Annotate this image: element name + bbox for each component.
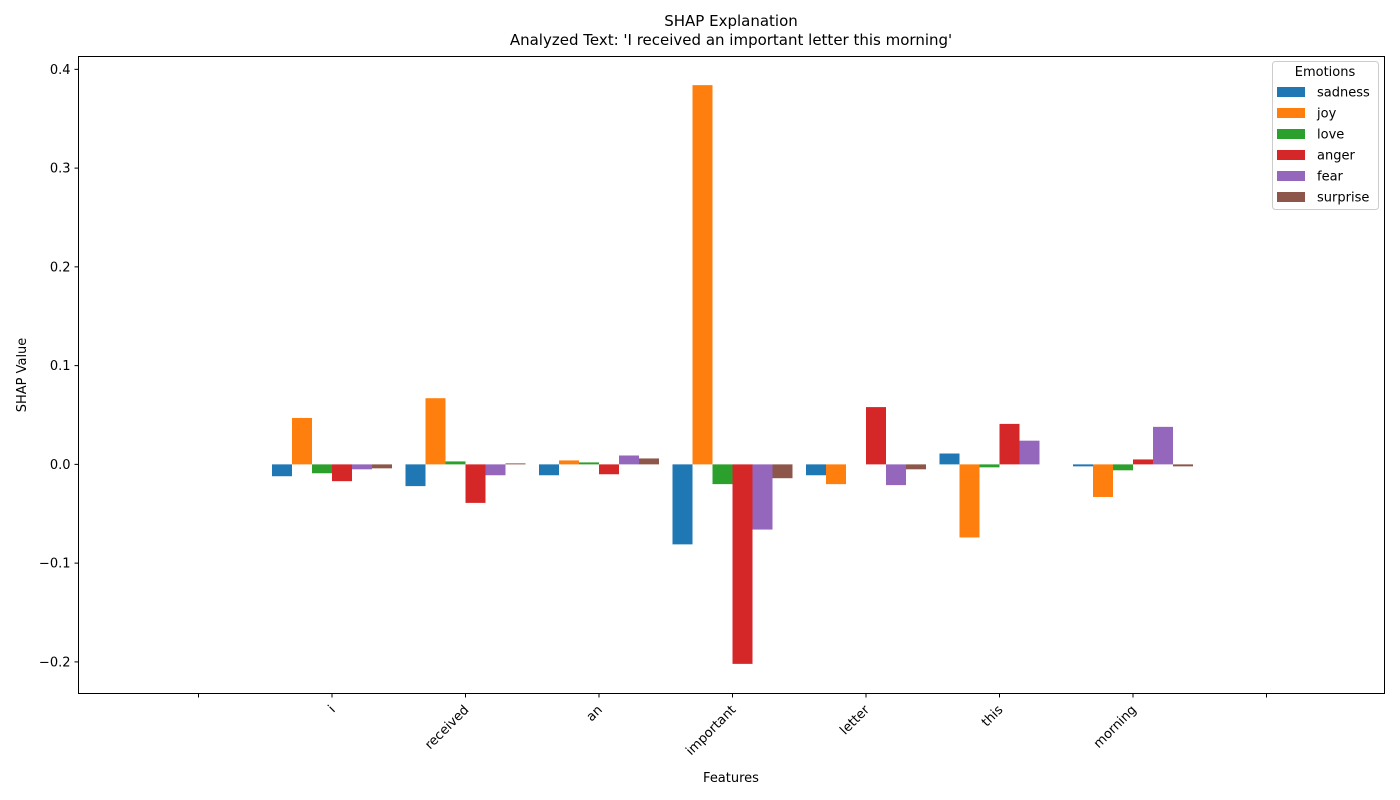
x-tick-label: this xyxy=(979,703,1007,731)
bar-surprise-letter xyxy=(906,464,926,470)
bar-anger-received xyxy=(465,464,486,503)
bar-sadness-i xyxy=(272,464,292,477)
bar-joy-received xyxy=(425,398,446,465)
legend-label-joy: joy xyxy=(1316,107,1337,122)
y-tick-label: −0.2 xyxy=(39,655,71,670)
y-tick-label: 0.1 xyxy=(50,359,71,374)
bar-fear-letter xyxy=(886,464,906,486)
bar-surprise-important xyxy=(772,464,793,479)
bar-sadness-morning xyxy=(1073,464,1093,467)
bar-anger-important xyxy=(732,464,753,664)
x-tick-label: important xyxy=(683,703,739,759)
legend-title: Emotions xyxy=(1295,65,1356,80)
bar-joy-morning xyxy=(1093,464,1113,497)
legend-items: sadness joy love anger fear surprise xyxy=(1277,86,1370,206)
bar-anger-an xyxy=(599,464,619,475)
bars-layer xyxy=(272,85,1193,664)
bar-fear-i xyxy=(352,464,372,470)
bar-joy-important xyxy=(692,85,713,465)
bar-sadness-important xyxy=(672,464,693,545)
bar-surprise-morning xyxy=(1173,464,1193,467)
y-tick-label: 0.2 xyxy=(50,260,71,275)
legend: Emotions sadness joy love anger fear surprise xyxy=(1272,61,1379,210)
x-tick-label: i xyxy=(326,703,339,716)
bar-fear-important xyxy=(752,464,773,530)
y-tick-label: 0.4 xyxy=(50,63,71,78)
y-axis-label: SHAP Value xyxy=(15,338,30,413)
y-tick-label: 0.0 xyxy=(50,458,71,473)
chart-title: SHAP Explanation xyxy=(664,12,798,30)
bar-sadness-letter xyxy=(806,464,826,476)
bar-fear-morning xyxy=(1153,426,1173,465)
legend-label-anger: anger xyxy=(1317,149,1355,164)
legend-label-sadness: sadness xyxy=(1317,86,1370,101)
x-axis-label: Features xyxy=(703,771,759,786)
legend-label-surprise: surprise xyxy=(1317,191,1369,206)
bar-anger-letter xyxy=(866,407,886,465)
bar-sadness-received xyxy=(405,464,426,487)
bar-anger-i xyxy=(332,464,352,482)
y-tick-label: −0.1 xyxy=(39,557,71,572)
bar-love-received xyxy=(445,461,466,465)
legend-swatch-love xyxy=(1277,129,1305,139)
bar-surprise-received xyxy=(505,463,526,465)
chart-subtitle: Analyzed Text: 'I received an important … xyxy=(510,31,952,49)
bar-joy-this xyxy=(959,464,980,538)
legend-label-fear: fear xyxy=(1317,170,1344,185)
bar-joy-an xyxy=(559,460,579,465)
bar-love-an xyxy=(579,462,599,465)
legend-swatch-fear xyxy=(1277,171,1305,181)
bar-love-morning xyxy=(1113,464,1133,471)
legend-swatch-surprise xyxy=(1277,192,1305,202)
x-axis-ticks: i received an important letter this morning xyxy=(198,693,1267,759)
bar-fear-this xyxy=(1019,440,1040,465)
bar-joy-letter xyxy=(826,464,846,485)
bar-anger-this xyxy=(999,423,1020,465)
y-tick-label: 0.3 xyxy=(50,162,71,177)
x-tick-label: letter xyxy=(837,702,873,738)
bar-joy-i xyxy=(292,417,312,465)
bar-sadness-this xyxy=(939,453,960,465)
bar-love-this xyxy=(979,464,1000,468)
bar-fear-an xyxy=(619,455,639,465)
bar-anger-morning xyxy=(1133,459,1153,465)
bar-surprise-i xyxy=(372,464,392,469)
x-tick-label: an xyxy=(584,703,606,725)
bar-fear-received xyxy=(485,464,506,476)
x-tick-label: received xyxy=(422,703,472,753)
bar-sadness-an xyxy=(539,464,559,476)
legend-swatch-sadness xyxy=(1277,87,1305,97)
y-axis-ticks: −0.2 −0.1 0.0 0.1 0.2 0.3 0.4 xyxy=(39,63,79,670)
legend-swatch-joy xyxy=(1277,108,1305,118)
bar-love-important xyxy=(712,464,733,485)
legend-label-love: love xyxy=(1317,128,1344,143)
legend-swatch-anger xyxy=(1277,150,1305,160)
bar-love-i xyxy=(312,464,332,474)
bar-surprise-an xyxy=(639,458,659,465)
x-tick-label: morning xyxy=(1091,703,1140,752)
plot-frame xyxy=(78,56,1385,694)
